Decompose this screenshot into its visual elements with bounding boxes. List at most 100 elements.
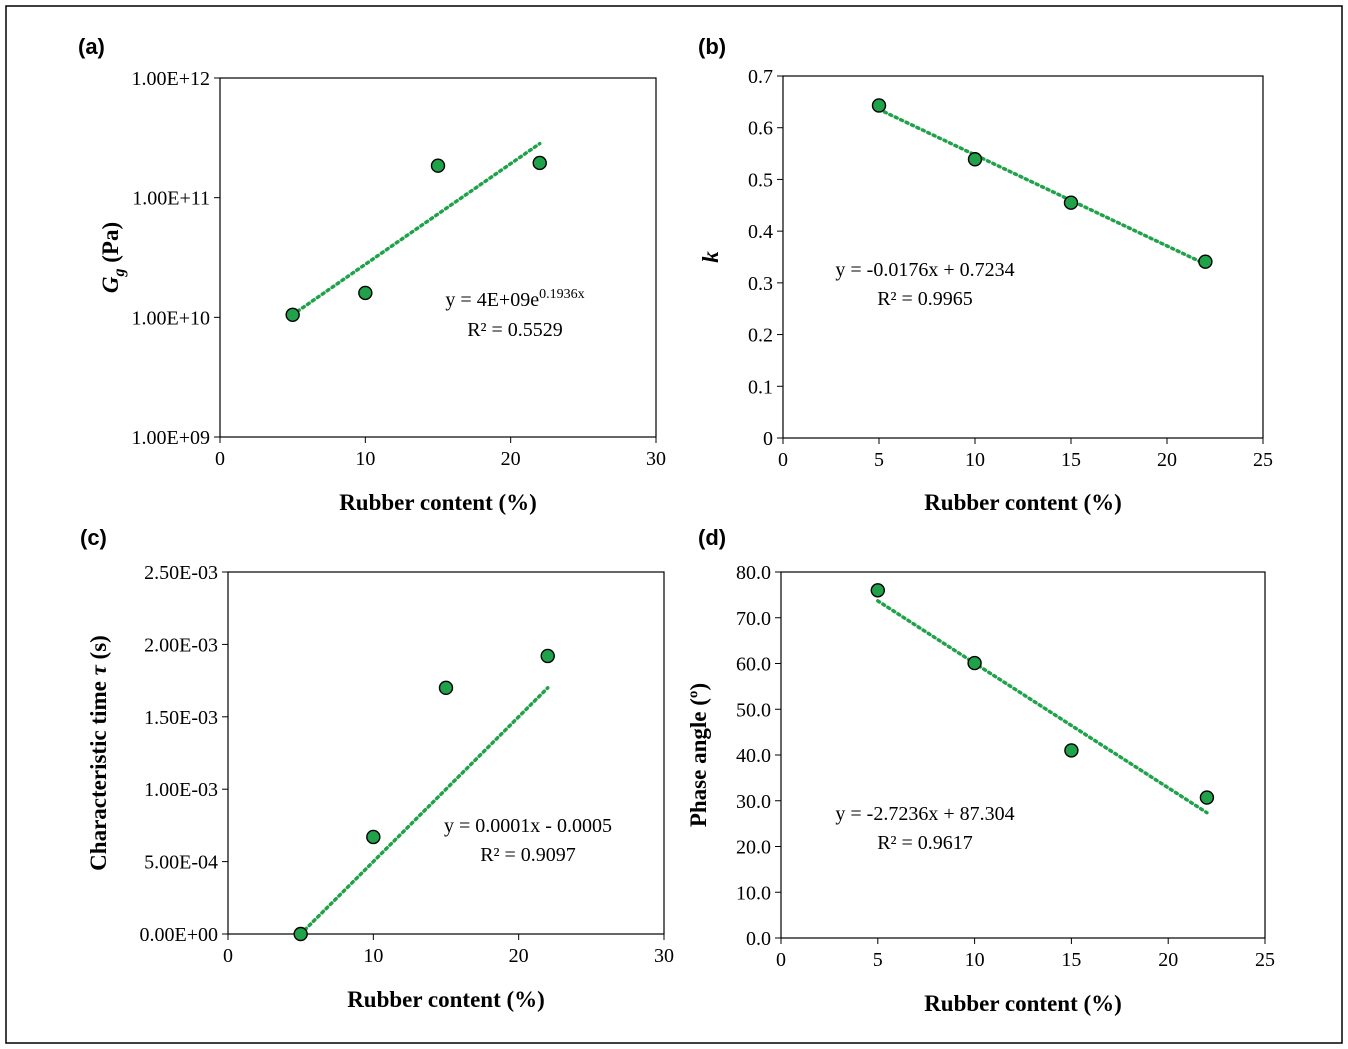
data-point (1198, 254, 1213, 269)
y-axis-symbol: τ (86, 664, 111, 675)
y-tick-label: 0 (763, 428, 773, 450)
x-tick-label: 20 (501, 448, 521, 470)
x-tick-label: 30 (646, 448, 666, 470)
x-tick-label: 20 (1157, 449, 1177, 471)
y-axis-text: Characteristic time (86, 675, 111, 870)
equation-text: y = 0.0001x - 0.0005 (444, 815, 612, 837)
data-point (967, 655, 982, 671)
y-tick-label: 10.0 (736, 882, 771, 904)
y-axis-label: k (698, 251, 723, 263)
data-point (1063, 195, 1079, 210)
x-tick-label: 0 (223, 945, 233, 967)
plot-area (782, 75, 1264, 439)
trendline-equation: y = 4E+09e0.1936x (445, 287, 584, 311)
y-tick-label: 1.00E+12 (132, 68, 211, 90)
x-tick-label: 5 (873, 949, 883, 971)
chart-panel-1: (a) 0 10 20 30 1.00E+09 1.00E+10 1.00E+11 1.00E+… (78, 34, 666, 515)
x-tick-label: 30 (654, 945, 674, 967)
y-tick-label: 80.0 (736, 562, 771, 584)
chart-panel-3: (c) 0 10 20 30 0.00E+00 5.00E-04 1.00E-03 1.50E-… (80, 525, 674, 1012)
x-tick-label: 15 (1061, 449, 1081, 471)
x-tick-label: 20 (1158, 949, 1178, 971)
data-point (1199, 790, 1215, 805)
plot-area (219, 77, 657, 438)
trendline (298, 686, 550, 936)
data-point (430, 158, 446, 173)
data-point (438, 680, 454, 696)
y-axis-subscript: g (111, 269, 128, 278)
y-tick-label: 0.2 (748, 325, 773, 347)
panel-label: (d) (698, 525, 726, 550)
y-axis-label: Characteristic time τ (s) (86, 635, 111, 871)
x-tick-label: 25 (1255, 949, 1275, 971)
trendline (877, 107, 1208, 266)
y-tick-label: 1.50E-03 (144, 707, 218, 729)
chart-panel-2: (b) 0 5 10 15 20 25 0 0.1 0.2 0.3 0.4 0.5 0.6 0.7 Rubbe… (698, 34, 1273, 515)
x-tick-label: 0 (215, 448, 225, 470)
equation-text: y = -2.7236x + 87.304 (835, 803, 1014, 825)
x-tick-label: 10 (355, 448, 375, 470)
x-tick-label: 10 (965, 449, 985, 471)
y-tick-label: 5.00E-04 (144, 852, 218, 874)
trendline-equation: y = -0.0176x + 0.7234 (835, 259, 1014, 281)
data-point (967, 152, 983, 167)
trendline (876, 599, 1209, 815)
r-squared: R² = 0.9097 (480, 844, 576, 866)
data-point (540, 648, 555, 664)
y-tick-label: 60.0 (736, 654, 771, 676)
plot-area (227, 571, 665, 935)
data-point (358, 285, 373, 301)
x-tick-label: 25 (1253, 449, 1273, 471)
y-axis-label: Gg (Pa) (98, 222, 128, 293)
x-axis-label: Rubber content (%) (924, 991, 1122, 1016)
figure-border (5, 5, 1343, 1044)
equation-text: y = -0.0176x + 0.7234 (835, 259, 1014, 281)
r-squared: R² = 0.9965 (877, 288, 973, 310)
y-tick-label: 1.00E+09 (132, 427, 211, 449)
panel-label: (a) (78, 34, 105, 59)
y-tick-label: 2.00E-03 (144, 634, 218, 656)
y-tick-label: 0.0 (746, 928, 771, 950)
r-squared: R² = 0.9617 (877, 832, 973, 854)
y-tick-label: 0.6 (748, 118, 773, 140)
y-tick-label: 0.3 (748, 273, 773, 295)
equation-text: y = 4E+09e (445, 289, 539, 311)
x-tick-label: 15 (1061, 949, 1081, 971)
y-tick-label: 70.0 (736, 608, 771, 630)
data-point (285, 307, 300, 322)
panel-label: (b) (698, 34, 726, 59)
y-tick-label: 0.7 (748, 66, 773, 88)
x-tick-label: 10 (363, 945, 383, 967)
trendline (290, 141, 542, 317)
x-axis-label: Rubber content (%) (924, 490, 1122, 515)
data-point (871, 98, 887, 113)
y-axis-symbol: G (98, 276, 123, 293)
y-tick-label: 20.0 (736, 837, 771, 859)
x-tick-label: 5 (874, 449, 884, 471)
y-axis-label: Phase angle (º) (686, 683, 711, 827)
x-tick-label: 0 (776, 949, 786, 971)
data-point (1064, 743, 1079, 758)
data-point (870, 583, 885, 598)
y-axis-unit: (s) (86, 635, 111, 665)
x-tick-label: 20 (509, 945, 529, 967)
data-point (293, 926, 308, 942)
y-tick-label: 0.4 (748, 221, 773, 243)
y-tick-label: 30.0 (736, 791, 771, 813)
panel-label: (c) (80, 525, 107, 550)
x-tick-label: 10 (965, 949, 985, 971)
y-tick-label: 0.00E+00 (140, 924, 219, 946)
y-axis-unit: (Pa) (98, 222, 123, 269)
y-tick-label: 0.5 (748, 169, 773, 191)
equation-exponent: 0.1936x (539, 287, 585, 302)
x-axis-label: Rubber content (%) (339, 490, 537, 515)
y-tick-label: 50.0 (736, 699, 771, 721)
trendline-equation: y = -2.7236x + 87.304 (835, 803, 1014, 825)
y-tick-label: 1.00E+10 (132, 307, 211, 329)
y-tick-label: 1.00E-03 (144, 779, 218, 801)
chart-panel-4: (d) 0 5 10 15 20 25 0.0 10.0 20.0 30.0 40.0 50.0 60.0… (686, 525, 1275, 1016)
x-axis-label: Rubber content (%) (347, 987, 545, 1012)
x-tick-label: 0 (778, 449, 788, 471)
y-tick-label: 40.0 (736, 745, 771, 767)
